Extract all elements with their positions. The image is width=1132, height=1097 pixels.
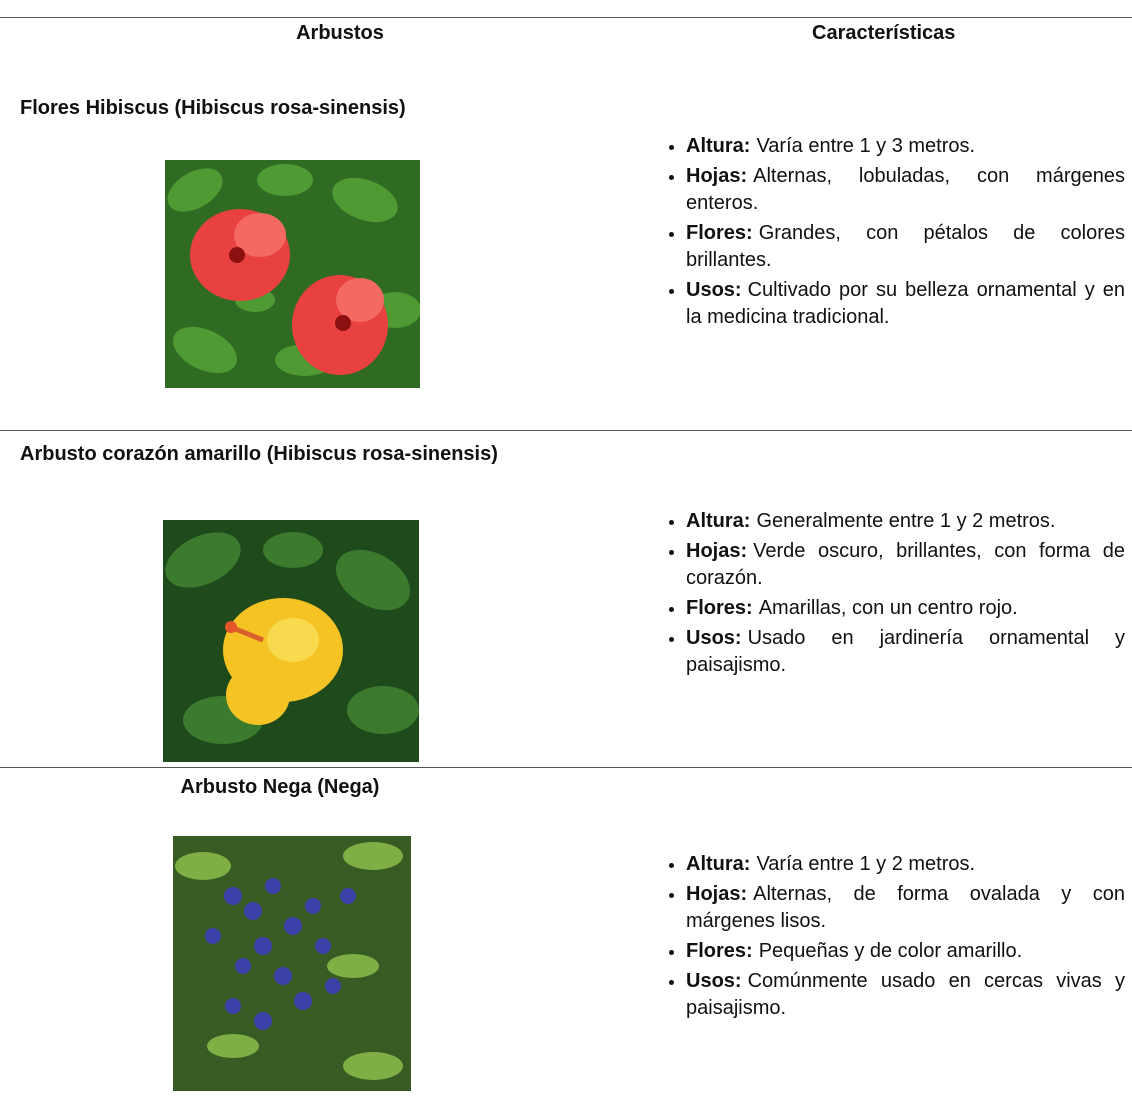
- characteristic: Usos:Usado en jardinería ornamental y pa…: [686, 625, 1125, 679]
- characteristics-list: Altura:Varía entre 1 y 2 metros.Hojas:Al…: [640, 851, 1125, 1025]
- characteristic-text: Grandes, con pétalos de colores brillant…: [686, 222, 1125, 271]
- characteristic: Hojas:Verde oscuro, brillantes, con form…: [686, 538, 1125, 592]
- characteristic-text: Verde oscuro, brillantes, con forma de c…: [686, 540, 1125, 589]
- characteristic-text: Generalmente entre 1 y 2 metros.: [756, 510, 1056, 532]
- characteristic-text: Comúnmente usado en cercas vivas y paisa…: [686, 970, 1125, 1019]
- characteristic-label: Usos:: [686, 627, 742, 649]
- photo-yellow-hibiscus: [163, 520, 419, 762]
- characteristic-text: Alternas, lobuladas, con márgenes entero…: [686, 165, 1125, 214]
- characteristic: Usos:Comúnmente usado en cercas vivas y …: [686, 968, 1125, 1022]
- characteristic: Altura:Varía entre 1 y 3 metros.: [686, 133, 1125, 160]
- photo-nega-shrub: [173, 836, 411, 1091]
- photo-red-hibiscus: [165, 160, 420, 388]
- characteristic-label: Hojas:: [686, 883, 748, 905]
- table-top-rule: [0, 17, 1132, 18]
- characteristic-text: Amarillas, con un centro rojo.: [758, 597, 1018, 619]
- characteristic: Hojas:Alternas, de forma ovalada y con m…: [686, 881, 1125, 935]
- shrub-name: Arbusto Nega (Nega): [180, 776, 380, 798]
- characteristic-label: Altura:: [686, 135, 751, 157]
- characteristic-label: Usos:: [686, 970, 742, 992]
- characteristic-text: Cultivado por su belleza ornamental y en…: [686, 279, 1125, 328]
- characteristic-label: Hojas:: [686, 165, 748, 187]
- characteristic-text: Usado en jardinería ornamental y paisaji…: [686, 627, 1125, 676]
- characteristic-text: Pequeñas y de color amarillo.: [758, 940, 1023, 962]
- characteristic: Flores:Pequeñas y de color amarillo.: [686, 938, 1125, 965]
- characteristic-label: Altura:: [686, 510, 751, 532]
- column-header: Arbustos: [296, 22, 384, 44]
- characteristic: Altura:Varía entre 1 y 2 metros.: [686, 851, 1125, 878]
- row-rule: [0, 430, 1132, 431]
- shrub-name: Arbusto corazón amarillo (Hibiscus rosa-…: [20, 443, 498, 465]
- characteristics-list: Altura:Varía entre 1 y 3 metros.Hojas:Al…: [640, 133, 1125, 334]
- characteristic: Usos:Cultivado por su belleza ornamental…: [686, 277, 1125, 331]
- characteristic-label: Hojas:: [686, 540, 748, 562]
- characteristic-text: Varía entre 1 y 3 metros.: [756, 135, 976, 157]
- characteristic: Hojas:Alternas, lobuladas, con márgenes …: [686, 163, 1125, 217]
- column-header: Características: [812, 22, 956, 44]
- characteristic-label: Flores:: [686, 597, 753, 619]
- characteristic: Flores:Grandes, con pétalos de colores b…: [686, 220, 1125, 274]
- characteristics-list: Altura:Generalmente entre 1 y 2 metros. H…: [640, 508, 1125, 682]
- characteristic: Flores:Amarillas, con un centro rojo.: [686, 595, 1125, 622]
- shrub-name: Flores Hibiscus (Hibiscus rosa-sinensis): [20, 97, 406, 119]
- characteristic-label: Altura:: [686, 853, 751, 875]
- characteristic-label: Flores:: [686, 940, 753, 962]
- characteristic-label: Usos:: [686, 279, 742, 301]
- characteristic: Altura:Generalmente entre 1 y 2 metros.: [686, 508, 1125, 535]
- characteristic-text: Alternas, de forma ovalada y con márgene…: [686, 883, 1125, 932]
- characteristic-label: Flores:: [686, 222, 753, 244]
- row-rule: [0, 767, 1132, 768]
- characteristic-text: Varía entre 1 y 2 metros.: [756, 853, 976, 875]
